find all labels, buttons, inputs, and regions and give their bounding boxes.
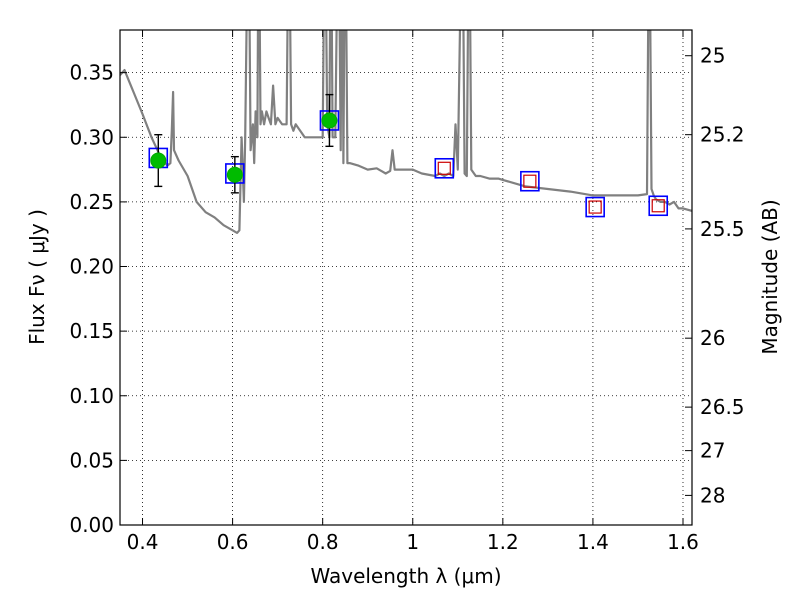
y-tick-label: 0.20 [69, 255, 114, 279]
x-tick-label: 1 [406, 530, 419, 554]
model-point-inner [588, 200, 602, 214]
right-tick-label: 25 [700, 44, 725, 68]
x-tick-label: 0.6 [217, 530, 249, 554]
right-tick-label: 28 [700, 483, 725, 507]
model-point [520, 170, 540, 192]
x-tick-label: 0.4 [127, 530, 159, 554]
right-tick-label: 25.2 [700, 123, 745, 147]
x-tick-label: 0.8 [307, 530, 339, 554]
y-tick-label: 0.15 [69, 319, 114, 343]
y-tick-label: 0.00 [69, 513, 114, 537]
x-tick-label: 1.4 [577, 530, 609, 554]
right-tick-label: 26 [700, 326, 725, 350]
x-axis: 0.4 0.6 0.8 1 1.2 1.4 1.6 [127, 30, 699, 554]
right-tick-label: 27 [700, 439, 725, 463]
y-tick-label: 0.25 [69, 190, 114, 214]
model-point [434, 157, 455, 179]
y-tick-label: 0.35 [69, 61, 114, 85]
right-tick-label: 26.5 [700, 395, 745, 419]
observed-point [321, 112, 338, 129]
model-point [585, 196, 605, 218]
x-tick-label: 1.2 [487, 530, 519, 554]
model-point-inner [523, 174, 537, 188]
y-axis-left: 0.00 0.05 0.10 0.15 0.20 0.25 0.30 0.35 [69, 61, 127, 537]
x-axis-label: Wavelength λ (μm) [310, 564, 501, 588]
model-point-inner [437, 161, 451, 175]
grid [120, 30, 692, 526]
model-point-inner [651, 199, 665, 213]
right-tick-label: 25.5 [700, 217, 745, 241]
plot-frame [119, 29, 693, 526]
plot-area [120, 30, 692, 234]
y-tick-label: 0.10 [69, 384, 114, 408]
y-tick-label: 0.30 [69, 125, 114, 149]
observed-point [226, 166, 243, 183]
observed-point [150, 152, 167, 169]
y-axis-label: Flux Fν ( μJy ) [25, 209, 49, 345]
x-tick-label: 1.6 [667, 530, 699, 554]
y-axis-right: 25 25.2 25.5 26 26.5 27 28 [685, 44, 745, 507]
spectrum-line [120, 30, 692, 234]
y-axis-right-label: Magnitude (AB) [758, 199, 782, 354]
y-tick-label: 0.05 [69, 448, 114, 472]
model-point [648, 195, 669, 217]
